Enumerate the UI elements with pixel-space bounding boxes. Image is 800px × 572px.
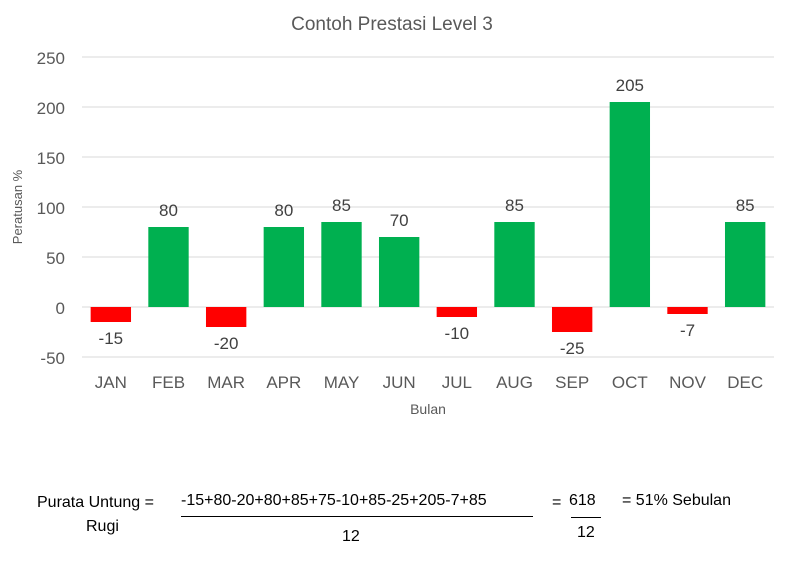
bar-jun (378, 237, 420, 307)
y-tick-label: 200 (37, 99, 65, 118)
chart-title: Contoh Prestasi Level 3 (291, 14, 493, 35)
bar-mar (205, 307, 247, 327)
formula-fraction-bar-2 (571, 517, 601, 518)
data-label: -20 (214, 334, 239, 353)
data-label: 85 (332, 196, 351, 215)
data-label: 85 (505, 196, 524, 215)
x-axis-ticks: JAN FEB MAR APR MAY JUN JUL AUG SEP OCT NOV DEC (95, 373, 763, 392)
bar-jul (436, 307, 478, 317)
bar-dec (724, 222, 766, 307)
y-tick-label: -50 (40, 349, 65, 368)
data-label: 80 (159, 201, 178, 220)
y-tick-label: 50 (46, 249, 65, 268)
x-tick-label: JAN (95, 373, 127, 392)
bars (90, 102, 766, 332)
x-tick-label: SEP (555, 373, 589, 392)
data-label: 85 (736, 196, 755, 215)
bar-may (321, 222, 362, 307)
formula-label-line2: Rugi (86, 518, 119, 535)
formula-count: 12 (577, 524, 595, 541)
data-label: 205 (616, 76, 644, 95)
bar-nov (667, 307, 708, 314)
x-tick-label: OCT (612, 373, 648, 392)
x-tick-label: MAY (324, 373, 360, 392)
y-tick-label: 250 (37, 49, 65, 68)
data-label: -15 (99, 329, 124, 348)
y-axis-ticks: -50 0 50 100 150 200 250 (37, 49, 65, 368)
bar-sep (551, 307, 593, 332)
data-label: -10 (445, 324, 470, 343)
formula-label-line1: Purata Untung = (37, 494, 154, 511)
x-tick-label: NOV (669, 373, 707, 392)
y-tick-label: 0 (56, 299, 65, 318)
bar-chart: Contoh Prestasi Level 3 -50 0 50 100 150 200 2… (10, 14, 774, 417)
x-tick-label: JUL (442, 373, 472, 392)
x-tick-label: AUG (496, 373, 533, 392)
bar-aug (494, 222, 535, 307)
data-label: -25 (560, 339, 585, 358)
x-axis-title: Bulan (410, 401, 446, 417)
x-tick-label: DEC (727, 373, 763, 392)
data-label: -7 (680, 321, 695, 340)
x-tick-label: FEB (152, 373, 185, 392)
y-tick-label: 100 (37, 199, 65, 218)
x-tick-label: JUN (383, 373, 416, 392)
y-axis-title: Peratusan % (10, 169, 25, 244)
bar-jan (90, 307, 132, 322)
formula-denominator: 12 (342, 528, 360, 545)
x-tick-label: APR (266, 373, 301, 392)
formula-fraction-bar (181, 516, 533, 517)
bar-feb (148, 227, 189, 307)
bar-oct (609, 102, 651, 307)
data-labels: -15 80 -20 80 85 70 -10 85 -25 205 -7 85 (99, 76, 755, 358)
formula-sum: 618 (569, 492, 596, 509)
formula-numerator: -15+80-20+80+85+75-10+85-25+205-7+85 (181, 492, 487, 509)
gridlines (82, 56, 774, 358)
bar-apr (263, 227, 305, 307)
x-tick-label: MAR (207, 373, 245, 392)
y-tick-label: 150 (37, 149, 65, 168)
data-label: 70 (390, 211, 409, 230)
data-label: 80 (274, 201, 293, 220)
formula-result: = 51% Sebulan (622, 492, 731, 509)
formula-equals: = (552, 494, 562, 511)
